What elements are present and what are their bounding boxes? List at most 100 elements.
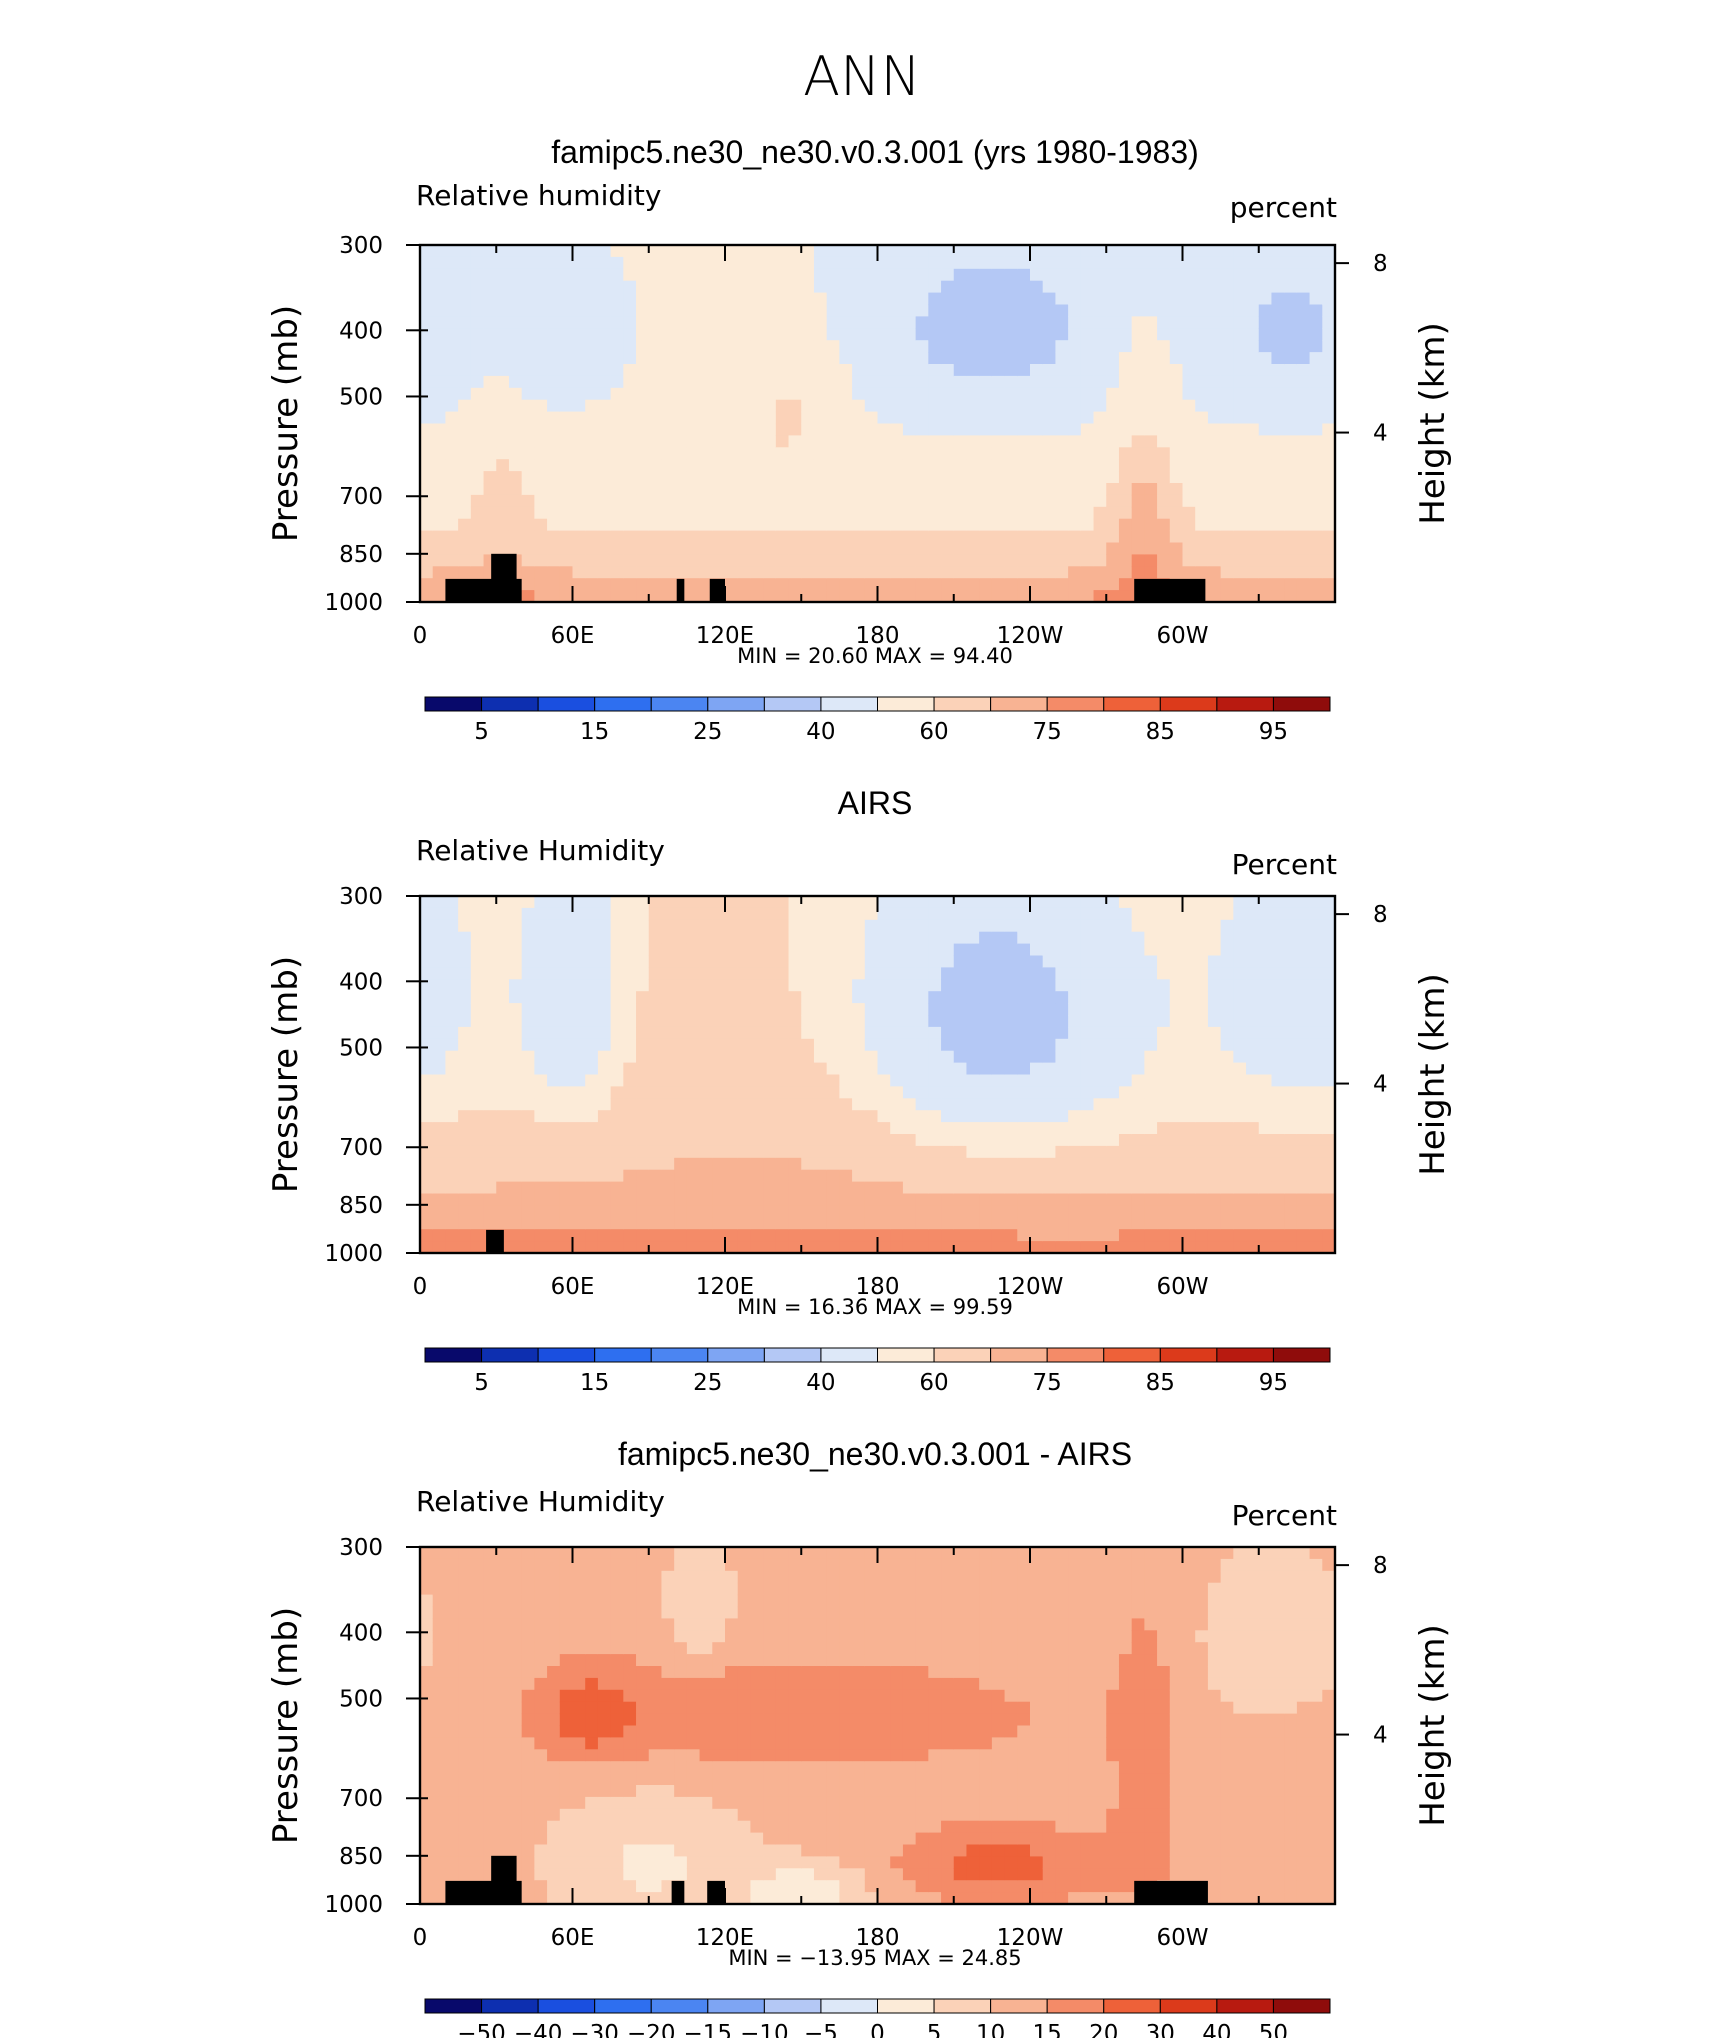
- field-cell: [1118, 1026, 1133, 1040]
- field-cell: [915, 907, 929, 921]
- field-cell: [572, 530, 586, 544]
- field-cell: [852, 554, 866, 567]
- field-cell: [1017, 967, 1031, 980]
- field-cell: [941, 907, 955, 921]
- field-cell: [1271, 578, 1285, 591]
- field-cell: [445, 1701, 459, 1715]
- field-cell: [1017, 435, 1031, 448]
- field-cell: [585, 896, 599, 909]
- field-cell: [813, 1026, 828, 1040]
- field-cell: [585, 1134, 599, 1147]
- field-cell: [572, 1832, 586, 1846]
- field-cell: [1068, 304, 1082, 317]
- field-cell: [432, 316, 447, 329]
- field-cell: [775, 423, 790, 436]
- field-cell: [674, 518, 688, 532]
- field-cell: [813, 256, 828, 270]
- field-cell: [420, 1892, 434, 1905]
- field-cell: [572, 1785, 586, 1798]
- field-cell: [420, 1570, 434, 1584]
- field-cell: [1182, 483, 1196, 496]
- field-cell: [610, 1785, 624, 1798]
- field-cell: [953, 328, 968, 341]
- field-cell: [725, 494, 739, 508]
- field-cell: [547, 1880, 561, 1893]
- field-cell: [737, 1169, 752, 1183]
- field-cell: [559, 1062, 574, 1076]
- field-cell: [1017, 590, 1031, 603]
- field-cell: [1169, 352, 1184, 365]
- field-cell: [661, 423, 675, 436]
- field-cell: [1106, 590, 1120, 603]
- field-cell: [953, 1181, 968, 1195]
- field-cell: [699, 1122, 713, 1135]
- field-cell: [432, 280, 447, 294]
- field-cell: [864, 919, 879, 933]
- field-cell: [1042, 304, 1057, 317]
- field-cell: [1258, 280, 1273, 294]
- field-cell: [1322, 399, 1336, 413]
- field-cell: [483, 352, 497, 365]
- field-cell: [1296, 566, 1311, 579]
- field-cell: [1207, 352, 1222, 365]
- field-cell: [1220, 967, 1234, 980]
- field-cell: [623, 506, 637, 520]
- field-cell: [610, 1594, 624, 1608]
- field-cell: [813, 955, 828, 968]
- field-cell: [1144, 387, 1158, 401]
- field-cell: [1093, 411, 1107, 425]
- field-cell: [725, 352, 739, 365]
- field-cell: [1118, 304, 1133, 317]
- field-cell: [1131, 566, 1145, 579]
- field-cell: [458, 896, 472, 909]
- field-cell: [763, 471, 777, 484]
- field-cell: [890, 364, 904, 377]
- field-cell: [534, 1594, 548, 1608]
- field-cell: [686, 554, 701, 567]
- field-cell: [1030, 387, 1044, 401]
- field-cell: [508, 1642, 523, 1655]
- field-cell: [1182, 1026, 1196, 1040]
- field-cell: [674, 566, 688, 579]
- field-cell: [1093, 1181, 1107, 1195]
- field-cell: [597, 1157, 612, 1171]
- field-cell: [991, 991, 1006, 1004]
- field-cell: [1309, 1134, 1323, 1147]
- field-cell: [1144, 967, 1158, 980]
- field-cell: [420, 1844, 434, 1857]
- field-cell: [1157, 280, 1171, 294]
- field-cell: [1322, 1241, 1336, 1254]
- field-cell: [445, 1642, 459, 1655]
- field-cell: [1093, 955, 1107, 968]
- field-cell: [559, 896, 574, 909]
- field-cell: [508, 919, 523, 933]
- field-cell: [686, 1145, 701, 1159]
- field-cell: [1106, 1169, 1120, 1183]
- field-cell: [852, 411, 866, 425]
- field-cell: [1182, 245, 1196, 258]
- field-cell: [1220, 459, 1234, 472]
- field-cell: [636, 245, 650, 258]
- field-cell: [1080, 340, 1095, 353]
- field-cell: [674, 1003, 688, 1016]
- field-cell: [547, 1134, 561, 1147]
- field-cell: [852, 375, 866, 389]
- field-cell: [1296, 364, 1311, 377]
- field-cell: [1017, 1086, 1031, 1099]
- field-cell: [852, 931, 866, 945]
- field-cell: [547, 955, 561, 968]
- field-cell: [1118, 245, 1133, 258]
- field-cell: [1017, 494, 1031, 508]
- field-cell: [928, 1122, 942, 1135]
- field-cell: [1042, 245, 1057, 258]
- field-cell: [1131, 919, 1145, 933]
- field-cell: [902, 1169, 917, 1183]
- field-cell: [585, 1868, 599, 1881]
- field-cell: [953, 554, 968, 567]
- field-cell: [966, 943, 980, 957]
- field-cell: [1296, 1145, 1311, 1159]
- field-cell: [623, 590, 637, 603]
- field-cell: [572, 435, 586, 448]
- field-cell: [877, 304, 891, 317]
- field-cell: [420, 375, 434, 389]
